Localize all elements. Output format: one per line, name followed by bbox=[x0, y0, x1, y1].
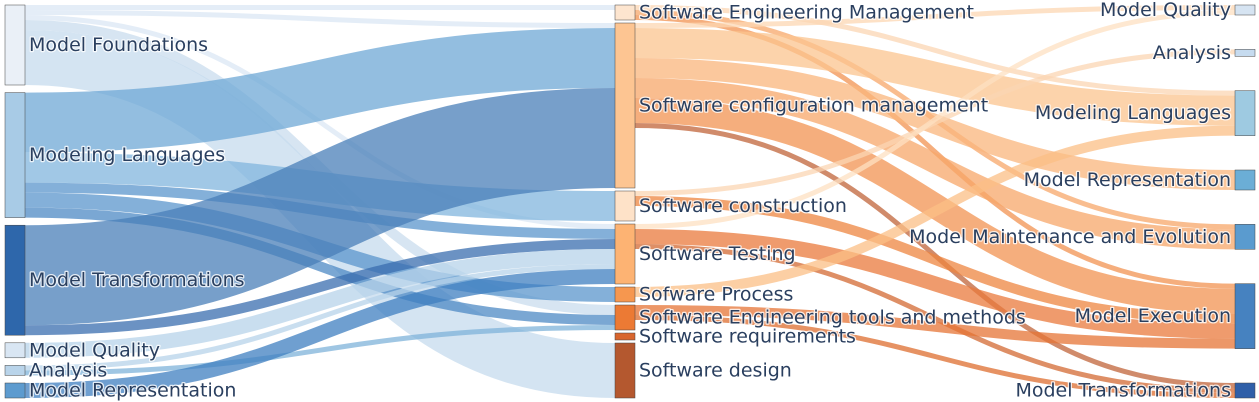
sankey-node bbox=[614, 304, 636, 331]
sankey-labels: Model Foundations Modeling Languages Model… bbox=[28, 0, 1233, 402]
sankey-node-label: Model Representation bbox=[29, 380, 236, 402]
sankey-node-label: Software requirements bbox=[639, 326, 856, 348]
sankey-node-label: Sofware Process bbox=[639, 284, 793, 306]
sankey-node bbox=[614, 22, 636, 189]
sankey-node-label: Software Testing bbox=[639, 243, 796, 265]
sankey-node bbox=[1234, 4, 1256, 16]
sankey-link bbox=[24, 28, 616, 153]
sankey-link bbox=[24, 264, 616, 371]
sankey-node bbox=[614, 342, 636, 399]
sankey-node-label: Model Quality bbox=[1100, 0, 1231, 21]
sankey-link bbox=[634, 196, 1236, 324]
sankey-node-label: Model Representation bbox=[1024, 169, 1231, 191]
sankey-node-label: Software configuration management bbox=[639, 95, 988, 117]
sankey-node-label: Analysis bbox=[29, 359, 107, 381]
sankey-node bbox=[1234, 224, 1256, 250]
sankey-node bbox=[4, 4, 26, 86]
sankey-node bbox=[4, 365, 26, 376]
sankey-node-label: Model Maintenance and Evolution bbox=[909, 226, 1231, 248]
sankey-node bbox=[614, 190, 636, 222]
sankey-node-label: Software construction bbox=[639, 195, 847, 217]
sankey-link bbox=[24, 325, 616, 376]
sankey-link bbox=[634, 305, 1236, 349]
sankey-link bbox=[634, 5, 1236, 96]
sankey-node bbox=[1234, 283, 1256, 349]
sankey-node-label: Software design bbox=[639, 360, 792, 382]
sankey-node-label: Model Transformations bbox=[29, 269, 245, 291]
sankey-node-label: Modeling Languages bbox=[1035, 102, 1231, 124]
sankey-node bbox=[1234, 49, 1256, 57]
sankey-link bbox=[634, 244, 1236, 393]
sankey-node bbox=[4, 224, 26, 336]
sankey-node-label: Model Quality bbox=[29, 339, 160, 361]
sankey-node-label: Analysis bbox=[1153, 42, 1231, 64]
sankey-node-label: Software Engineering Management bbox=[639, 2, 974, 24]
sankey-node-label: Model Transformations bbox=[1015, 380, 1231, 402]
sankey-node-label: Software Engineering tools and methods bbox=[639, 307, 1026, 329]
sankey-link bbox=[634, 229, 1236, 339]
sankey-link bbox=[634, 28, 1236, 126]
sankey-node bbox=[1234, 382, 1256, 399]
sankey-nodes bbox=[4, 4, 1256, 399]
sankey-link bbox=[24, 269, 616, 398]
sankey-node bbox=[614, 4, 636, 21]
sankey-links bbox=[24, 4, 1236, 398]
sankey-node bbox=[614, 332, 636, 341]
sankey-link bbox=[634, 125, 1236, 297]
sankey-node-label: Model Execution bbox=[1075, 305, 1231, 327]
sankey-node bbox=[4, 382, 26, 399]
sankey-link bbox=[634, 78, 1236, 250]
sankey-link bbox=[634, 315, 1236, 398]
sankey-link bbox=[24, 239, 616, 336]
sankey-node-label: Modeling Languages bbox=[29, 144, 225, 166]
sankey-link bbox=[634, 10, 1236, 229]
sankey-link bbox=[634, 49, 1236, 196]
sankey-link bbox=[24, 88, 616, 326]
sankey-link bbox=[24, 249, 616, 358]
sankey-node bbox=[4, 342, 26, 359]
sankey-node bbox=[4, 92, 26, 218]
sankey-link bbox=[634, 5, 1236, 28]
sankey-link bbox=[24, 10, 616, 28]
sankey-node bbox=[614, 286, 636, 303]
sankey-node bbox=[614, 223, 636, 285]
sankey-node bbox=[1234, 90, 1256, 136]
sankey-node bbox=[1234, 169, 1256, 191]
sankey-node-label: Model Foundations bbox=[29, 34, 208, 56]
